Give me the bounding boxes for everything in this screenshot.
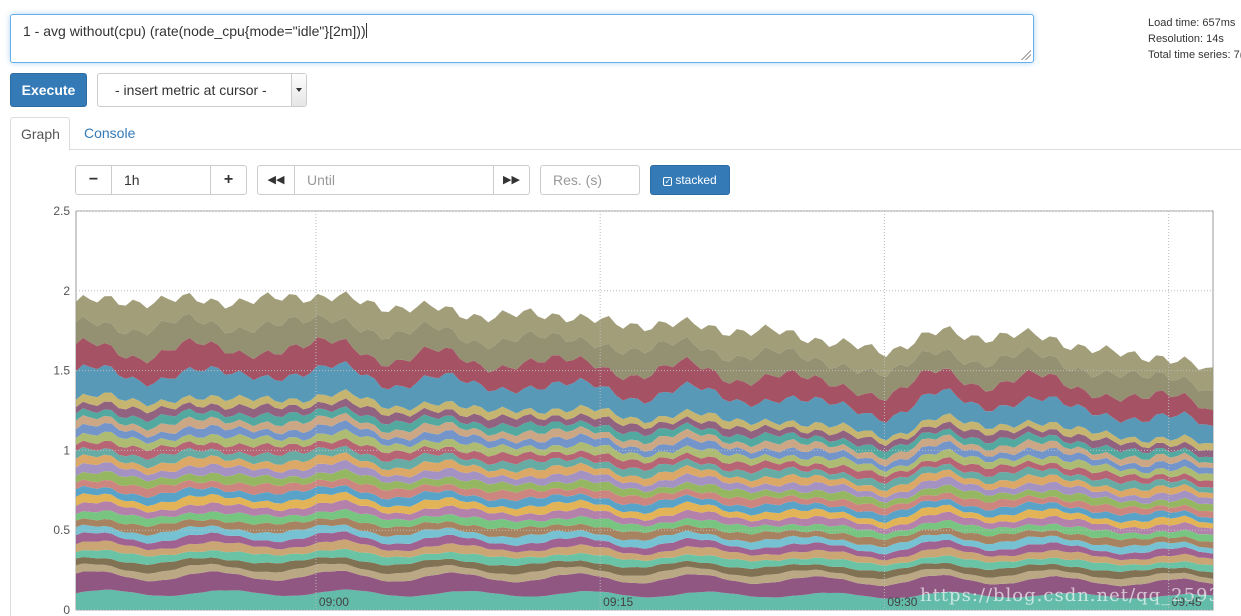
series-area xyxy=(76,429,1213,482)
series-area xyxy=(76,499,1213,535)
series-area xyxy=(76,556,1213,580)
series-area xyxy=(76,477,1213,519)
total-time-series: Total time series: 7( xyxy=(1148,49,1241,61)
x-tick-label: 09:00 xyxy=(319,595,349,609)
chevron-down-icon xyxy=(291,74,306,106)
stacked-area-chart: 0 0.5 1 1.5 2 2.5 09:00 09:15 09:30 09:45 xyxy=(10,205,1241,616)
stacked-toggle-button[interactable]: ✓ stacked xyxy=(650,165,730,195)
series-area xyxy=(76,412,1213,469)
series-area xyxy=(76,406,1213,464)
x-tick-label: 09:45 xyxy=(1172,595,1202,609)
checkbox-icon: ✓ xyxy=(663,177,673,186)
series-area xyxy=(76,389,1213,451)
series-area xyxy=(76,589,1213,610)
expression-input[interactable]: 1 - avg without(cpu) (rate(node_cpu{mode… xyxy=(10,14,1034,63)
tab-bar: Graph Console xyxy=(10,117,1241,151)
series-area xyxy=(76,291,1213,392)
load-time: Load time: 657ms xyxy=(1148,17,1236,29)
metric-select-value: - insert metric at cursor - xyxy=(115,82,267,98)
y-tick-label: 1 xyxy=(63,443,70,457)
stacked-label: stacked xyxy=(675,173,717,187)
series-area xyxy=(76,517,1213,549)
until-input[interactable]: Until xyxy=(294,165,494,195)
resize-grip-icon[interactable] xyxy=(1021,50,1031,60)
execute-button[interactable]: Execute xyxy=(10,73,87,107)
resolution-input[interactable]: Res. (s) xyxy=(540,165,640,195)
graph-panel xyxy=(10,150,1241,616)
text-cursor xyxy=(365,23,367,38)
chart-svg: 0 0.5 1 1.5 2 2.5 09:00 09:15 09:30 09:45 xyxy=(53,205,1214,616)
y-tick-label: 0.5 xyxy=(53,523,70,537)
tab-console[interactable]: Console xyxy=(84,125,136,141)
series-area xyxy=(76,452,1213,499)
series-area xyxy=(76,420,1213,474)
x-tick-label: 09:30 xyxy=(887,595,917,609)
series-area xyxy=(76,459,1213,505)
range-decrease-button[interactable]: − xyxy=(75,165,112,195)
series-area xyxy=(76,313,1213,410)
series-area xyxy=(76,485,1213,524)
y-tick-label: 1.5 xyxy=(53,364,70,378)
series-area xyxy=(76,438,1213,488)
series-area xyxy=(76,491,1213,530)
series-area xyxy=(76,570,1213,599)
until-forward-button[interactable]: ▶▶ xyxy=(493,165,530,195)
x-tick-label: 09:15 xyxy=(603,595,633,609)
y-tick-label: 2.5 xyxy=(53,205,70,218)
series-area xyxy=(76,445,1213,494)
y-tick-label: 2 xyxy=(63,284,70,298)
until-back-button[interactable]: ◀◀ xyxy=(257,165,295,195)
expression-text: 1 - avg without(cpu) (rate(node_cpu{mode… xyxy=(23,23,366,39)
range-input[interactable]: 1h xyxy=(111,165,211,195)
tab-graph[interactable]: Graph xyxy=(10,117,70,151)
query-stats: Load time: 657ms Resolution: 14s Total t… xyxy=(1148,15,1241,63)
watermark: https://blog.csdn.net/qq_25934401 xyxy=(920,585,1241,606)
series-area xyxy=(76,531,1213,561)
resolution: Resolution: 14s xyxy=(1148,33,1224,45)
series-area xyxy=(76,468,1213,512)
range-increase-button[interactable]: + xyxy=(210,165,247,195)
series-area xyxy=(76,524,1213,555)
y-tick-label: 0 xyxy=(63,603,70,616)
series-area xyxy=(76,398,1213,458)
series-area xyxy=(76,337,1213,426)
series-area xyxy=(76,361,1213,444)
insert-metric-select[interactable]: - insert metric at cursor - xyxy=(97,73,307,107)
series-area xyxy=(76,539,1213,566)
series-area xyxy=(76,508,1213,542)
series-area xyxy=(76,548,1213,573)
series-area xyxy=(76,563,1213,587)
